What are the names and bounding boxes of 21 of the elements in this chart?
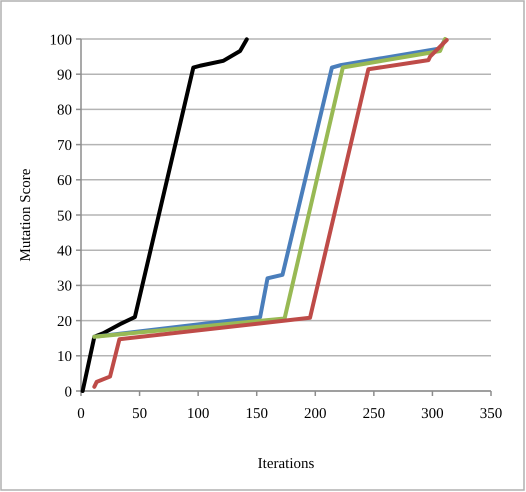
- x-tick-label: 50: [132, 406, 148, 422]
- y-tick-label: 70: [57, 138, 72, 154]
- y-tick-label: 100: [50, 32, 72, 48]
- y-tick-label: 10: [57, 349, 72, 366]
- y-tick-label: 0: [64, 384, 72, 400]
- x-tick-label: 100: [186, 406, 210, 422]
- x-tick-label: 350: [480, 406, 502, 422]
- x-tick-label: 0: [77, 406, 85, 422]
- y-tick-label: 90: [57, 67, 72, 84]
- y-axis-title: Mutation Score: [18, 168, 34, 262]
- x-tick-label: 200: [304, 406, 327, 422]
- y-tick-label: 50: [57, 208, 72, 224]
- x-tick-label: 300: [421, 406, 444, 422]
- y-tick-label: 80: [57, 102, 72, 119]
- y-tick-label: 30: [57, 278, 72, 295]
- y-tick-label: 20: [57, 314, 72, 330]
- y-tick-label: 40: [57, 243, 72, 260]
- x-tick-label: 250: [362, 406, 386, 422]
- x-tick-label: 150: [245, 406, 268, 422]
- x-axis-title: Iterations: [258, 456, 314, 472]
- y-tick-label: 60: [57, 173, 72, 190]
